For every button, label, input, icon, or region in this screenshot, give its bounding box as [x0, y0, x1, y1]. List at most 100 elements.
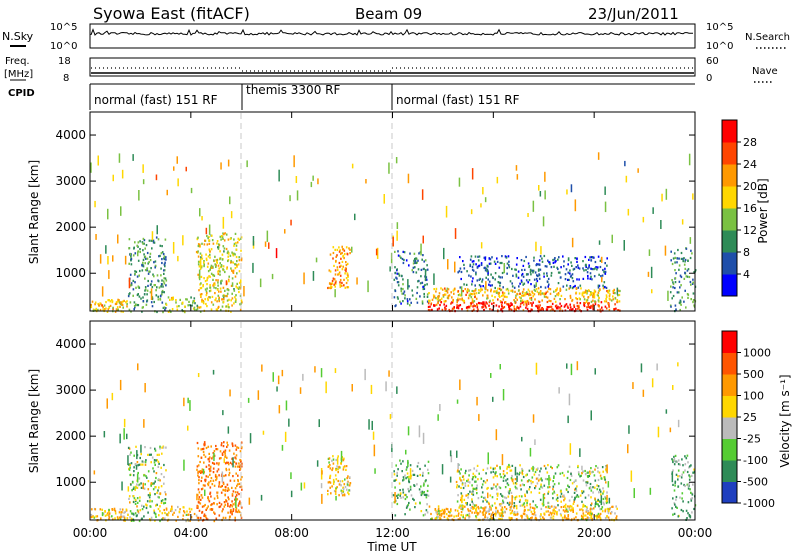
heatmap-cell	[392, 494, 395, 497]
heatmap-cell	[197, 236, 199, 239]
heatmap-cell	[239, 459, 242, 462]
heatmap-cell	[514, 498, 517, 501]
heatmap-cell	[507, 292, 510, 295]
heatmap-cell	[159, 505, 161, 508]
heatmap-cell	[133, 454, 135, 457]
heatmap-cell	[218, 485, 220, 488]
heatmap-cell	[585, 268, 587, 272]
heatmap-cell	[490, 373, 492, 378]
heatmap-cell	[132, 474, 135, 477]
heatmap-cell	[430, 303, 432, 306]
heatmap-cell	[548, 261, 550, 264]
heatmap-cell	[468, 294, 470, 297]
heatmap-cell	[648, 249, 651, 256]
heatmap-cell	[115, 308, 118, 311]
heatmap-cell	[495, 304, 498, 307]
heatmap-cell	[677, 478, 679, 481]
heatmap-cell	[142, 296, 144, 299]
heatmap-cell	[438, 512, 440, 515]
heatmap-cell	[226, 445, 228, 448]
heatmap-cell	[540, 485, 542, 488]
heatmap-cell	[171, 308, 174, 311]
heatmap-cell	[681, 492, 684, 495]
heatmap-cell	[589, 482, 592, 486]
heatmap-cell	[522, 512, 525, 515]
heatmap-cell	[465, 469, 467, 472]
heatmap-cell	[467, 496, 469, 499]
heatmap-cell	[214, 292, 216, 295]
heatmap-cell	[685, 457, 688, 460]
heatmap-cell	[135, 485, 137, 488]
heatmap-cell	[147, 511, 149, 514]
heatmap-cell	[488, 509, 490, 513]
heatmap-cell	[154, 284, 156, 287]
heatmap-cell	[213, 462, 216, 465]
heatmap-cell	[499, 504, 502, 507]
heatmap-cell	[314, 366, 316, 373]
heatmap-cell	[508, 503, 510, 506]
heatmap-cell	[472, 269, 475, 272]
heatmap-cell	[563, 494, 565, 497]
heatmap-cell	[610, 511, 613, 514]
heatmap-cell	[531, 512, 534, 516]
heatmap-cell	[556, 494, 559, 497]
heatmap-cell	[588, 264, 590, 267]
heatmap-cell	[558, 482, 560, 485]
heatmap-cell	[521, 299, 524, 302]
heatmap-cell	[412, 266, 415, 269]
heatmap-cell	[513, 506, 515, 509]
heatmap-cell	[344, 478, 346, 481]
heatmap-cell	[579, 508, 581, 511]
heatmap-cell	[510, 289, 512, 292]
heatmap-cell	[431, 308, 433, 311]
heatmap-cell	[336, 268, 339, 271]
heatmap-cell	[604, 201, 607, 213]
heatmap-cell	[193, 297, 196, 300]
heatmap-cell	[427, 472, 430, 475]
heatmap-cell	[560, 506, 563, 509]
heatmap-cell	[203, 263, 205, 266]
heatmap-cell	[149, 255, 151, 258]
heatmap-cell	[438, 292, 441, 295]
heatmap-cell	[138, 463, 141, 466]
heatmap-cell	[159, 244, 162, 247]
heatmap-cell	[332, 458, 335, 461]
heatmap-cell	[148, 261, 150, 264]
heatmap-cell	[504, 255, 507, 258]
heatmap-cell	[457, 463, 459, 470]
heatmap-cell	[496, 464, 498, 467]
heatmap-cell	[675, 498, 677, 501]
heatmap-cell	[236, 286, 239, 289]
heatmap-cell	[530, 302, 532, 305]
heatmap-cell	[137, 251, 139, 257]
heatmap-cell	[130, 512, 133, 515]
heatmap-cell	[492, 470, 495, 473]
heatmap-cell	[201, 257, 204, 260]
power-colorbar-swatch	[722, 120, 737, 143]
heatmap-cell	[458, 177, 461, 187]
heatmap-cell	[162, 306, 165, 309]
heatmap-cell	[190, 508, 193, 511]
heatmap-cell	[491, 487, 493, 490]
heatmap-cell	[134, 488, 136, 491]
heatmap-cell	[429, 309, 431, 312]
heatmap-cell	[602, 501, 605, 504]
heatmap-cell	[496, 483, 499, 486]
heatmap-cell	[512, 274, 514, 277]
heatmap-cell	[239, 468, 241, 471]
heatmap-cell	[435, 303, 438, 306]
heatmap-cell	[396, 494, 398, 497]
heatmap-cell	[205, 446, 208, 450]
heatmap-cell	[422, 254, 424, 257]
heatmap-cell	[207, 496, 209, 499]
heatmap-cell	[290, 472, 292, 480]
heatmap-cell	[528, 488, 530, 491]
heatmap-cell	[488, 502, 490, 506]
heatmap-cell	[153, 284, 156, 287]
heatmap-cell	[451, 296, 453, 299]
heatmap-cell	[584, 291, 586, 294]
heatmap-cell	[535, 277, 538, 281]
heatmap-cell	[201, 511, 203, 514]
heatmap-cell	[506, 472, 508, 475]
heatmap-cell	[231, 251, 233, 254]
